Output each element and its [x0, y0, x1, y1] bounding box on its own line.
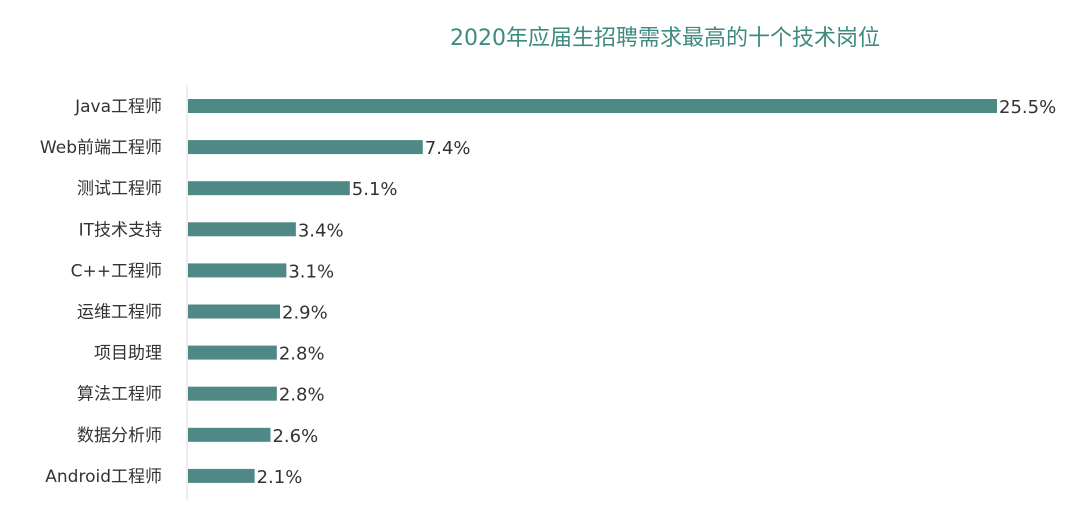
category-label: Web前端工程师 [40, 138, 162, 158]
category-label: 测试工程师 [77, 179, 162, 199]
category-label: C++工程师 [71, 261, 162, 281]
data-label: 2.9% [282, 303, 328, 324]
bar [188, 99, 997, 113]
data-label: 2.6% [272, 426, 318, 447]
data-label: 3.1% [288, 261, 334, 282]
category-label: 算法工程师 [77, 385, 162, 405]
data-label: 2.1% [257, 467, 303, 488]
data-label: 3.4% [298, 220, 344, 241]
bar [188, 181, 350, 196]
data-label: 5.1% [352, 179, 398, 200]
data-label: 2.8% [279, 344, 325, 365]
category-label: 项目助理 [94, 344, 162, 364]
bar [188, 468, 255, 483]
data-label: 2.8% [279, 385, 325, 406]
bar [188, 345, 277, 360]
bar [188, 386, 277, 401]
category-label: IT技术支持 [79, 220, 162, 240]
bar [188, 140, 423, 155]
data-label: 25.5% [999, 97, 1056, 118]
category-label: Android工程师 [45, 467, 162, 487]
bar [188, 222, 296, 237]
category-label: 运维工程师 [77, 303, 162, 323]
category-label: Java工程师 [74, 97, 162, 117]
category-label: 数据分析师 [77, 426, 162, 446]
bar [188, 304, 281, 319]
bar [188, 427, 271, 442]
bar [188, 263, 287, 278]
chart-title: 2020年应届生招聘需求最高的十个技术岗位 [450, 26, 880, 51]
data-label: 7.4% [425, 138, 471, 159]
